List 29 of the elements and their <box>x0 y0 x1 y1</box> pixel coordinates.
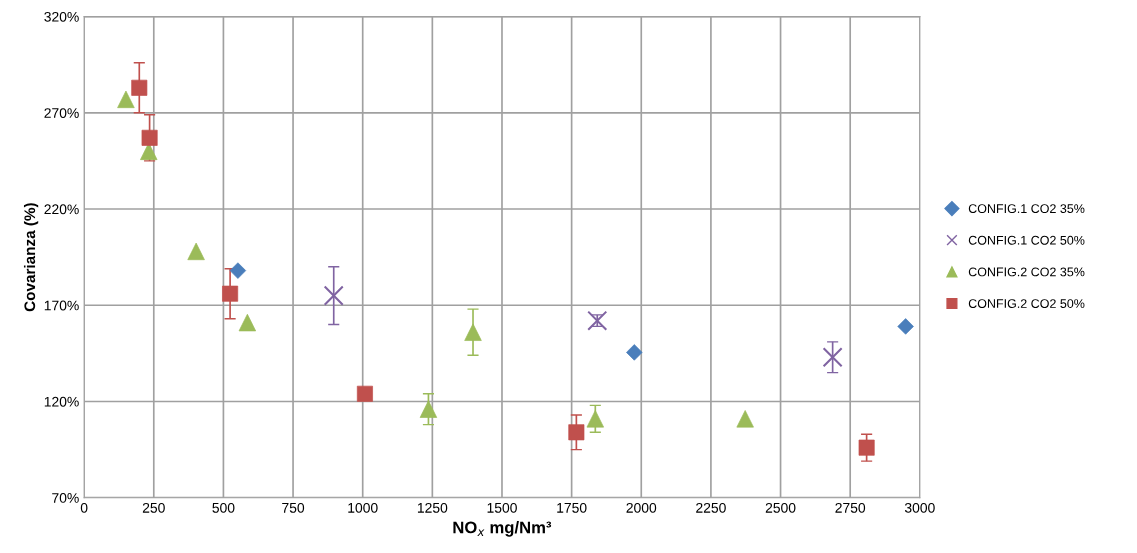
x-tick-label: 1500 <box>487 502 517 513</box>
y-tick-label: 70% <box>52 493 79 503</box>
x-tick-label: 2500 <box>765 502 796 513</box>
x-tick-label: 1750 <box>557 502 587 513</box>
legend-label: CONFIG.1 CO2 50% <box>968 235 1085 245</box>
y-tick-label: 170% <box>44 300 79 311</box>
x-tick-label: 2750 <box>835 502 866 513</box>
x-tick-label: 250 <box>142 502 165 513</box>
point <box>323 285 344 306</box>
y-tick-label: 120% <box>44 396 79 407</box>
point <box>419 400 438 418</box>
y-axis-title: Covarianza (%) <box>23 203 39 312</box>
legend-label: CONFIG.2 CO2 35% <box>968 267 1085 277</box>
x-tick-label: 500 <box>212 502 235 513</box>
x-tick-label: 2250 <box>696 502 726 513</box>
x-axis-title: NO$_{x}$ mg/Nm³ <box>453 521 552 537</box>
legend-label: CONFIG.1 CO2 35% <box>968 204 1085 214</box>
x-tick-label: 1250 <box>417 502 448 513</box>
x-tick-label: 3000 <box>904 502 935 513</box>
y-tick-label: 320% <box>44 11 79 22</box>
point <box>222 285 239 302</box>
x-tick-label: 750 <box>282 502 305 513</box>
y-tick-label: 270% <box>44 108 79 118</box>
y-tick-label: 220% <box>44 204 79 215</box>
x-tick-label: 0 <box>80 502 88 513</box>
legend-label: CONFIG.2 CO2 50% <box>968 299 1085 308</box>
x-tick-label: 2000 <box>626 502 657 513</box>
point <box>822 347 843 368</box>
x-tick-label: 1000 <box>348 502 378 513</box>
